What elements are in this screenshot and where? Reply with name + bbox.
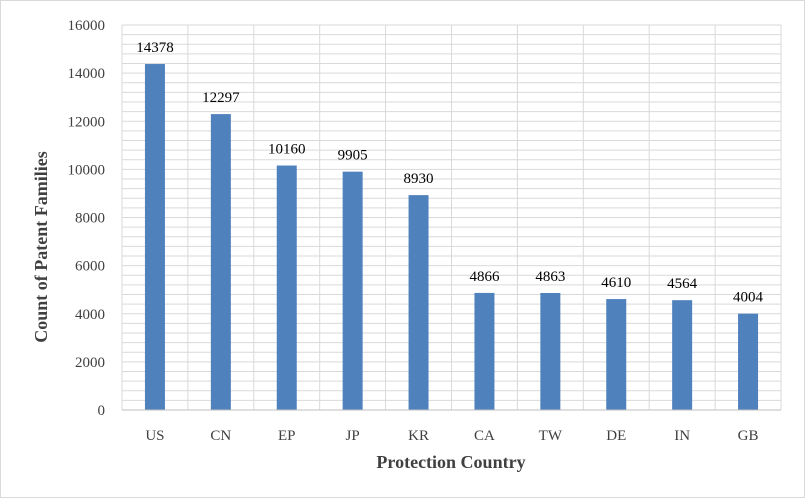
y-tick-label: 14000 <box>68 66 106 82</box>
data-label-cn: 12297 <box>202 90 240 106</box>
bar-tw <box>540 292 561 410</box>
y-tick-label: 12000 <box>68 114 106 130</box>
bar-jp <box>342 171 363 410</box>
x-tick-label: IN <box>674 428 690 444</box>
x-tick-label: US <box>145 428 164 444</box>
bar-ep <box>276 165 297 410</box>
x-tick-label: CA <box>474 428 495 444</box>
data-label-in: 4564 <box>667 276 698 292</box>
y-tick-label: 16000 <box>68 18 106 34</box>
bar-in <box>672 300 693 410</box>
data-label-jp: 9905 <box>338 148 368 164</box>
data-label-ep: 10160 <box>268 142 306 158</box>
y-tick-label: 6000 <box>75 259 105 275</box>
y-axis-title: Count of Patent Families <box>31 151 51 342</box>
data-label-tw: 4863 <box>535 269 565 285</box>
y-tick-label: 4000 <box>75 307 105 323</box>
x-tick-label: TW <box>539 428 563 444</box>
x-tick-label: CN <box>210 428 231 444</box>
x-tick-label: EP <box>278 428 296 444</box>
bar-us <box>144 64 165 411</box>
x-tick-label: GB <box>738 428 759 444</box>
y-tick-label: 8000 <box>75 211 105 227</box>
data-label-kr: 8930 <box>404 171 434 187</box>
bar-de <box>606 299 627 410</box>
x-axis-title: Protection Country <box>376 452 525 472</box>
data-label-de: 4610 <box>601 275 631 291</box>
y-tick-label: 2000 <box>75 355 105 371</box>
labels: 14378 US 12297 CN 10160 EP 9905 JP 8930 KR 4866 CA 4… <box>68 18 764 444</box>
bar-gb <box>738 313 759 410</box>
data-label-us: 14378 <box>136 40 174 56</box>
y-tick-label: 10000 <box>68 162 106 178</box>
bar-cn <box>210 114 231 410</box>
gridlines <box>121 24 782 411</box>
data-label-ca: 4866 <box>469 269 500 285</box>
bars <box>144 64 759 411</box>
y-tick-label: 0 <box>98 403 106 419</box>
data-label-gb: 4004 <box>733 290 764 306</box>
bar-ca <box>474 292 495 410</box>
x-tick-label: JP <box>346 428 360 444</box>
x-tick-label: DE <box>606 428 626 444</box>
bar-kr <box>408 195 429 410</box>
x-tick-label: KR <box>408 428 429 444</box>
